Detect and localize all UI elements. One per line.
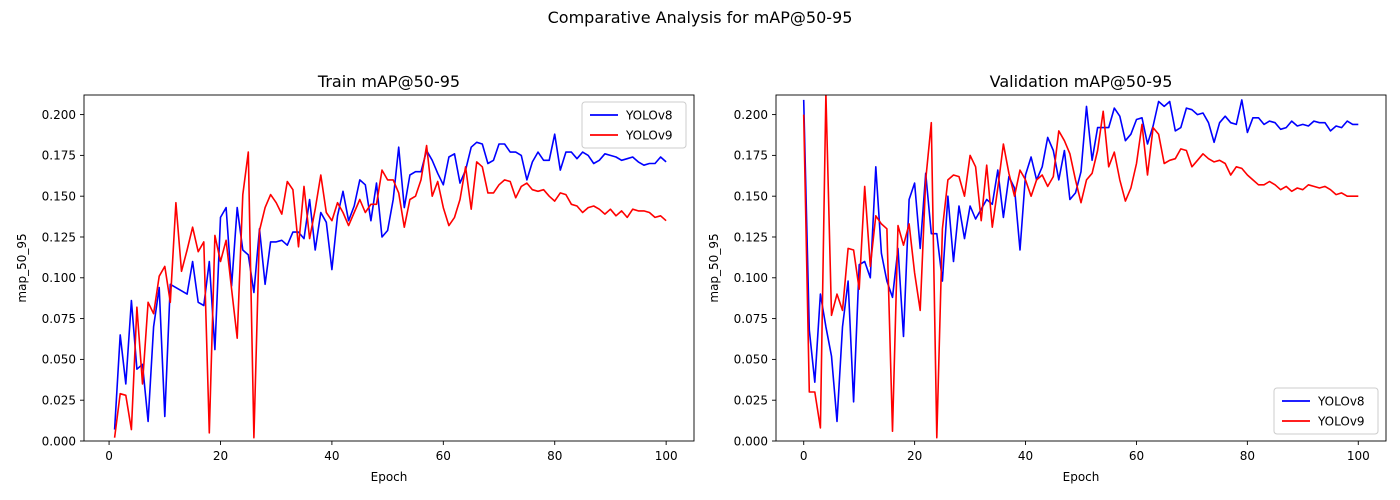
validation-y-tick-label: 0.000 <box>734 434 768 448</box>
validation-x-tick-label: 60 <box>1129 449 1144 463</box>
validation-x-tick-label: 100 <box>1347 449 1370 463</box>
train-y-tick-label: 0.025 <box>42 393 76 407</box>
train-y-tick-label: 0.100 <box>42 271 76 285</box>
train-x-tick-label: 100 <box>655 449 678 463</box>
validation-y-tick-label: 0.175 <box>734 149 768 163</box>
train-x-tick-label: 40 <box>324 449 339 463</box>
train-panel: Train mAP@50-95 0 20 40 60 80 100 0.000 0.025 0.0… <box>15 72 695 484</box>
train-y-tick-label: 0.150 <box>42 189 76 203</box>
validation-y-tick-label: 0.025 <box>734 393 768 407</box>
validation-x-axis-label: Epoch <box>1063 470 1100 484</box>
validation-y-axis-label: map_50_95 <box>707 233 721 302</box>
train-y-axis-label: map_50_95 <box>15 233 29 302</box>
train-x-tick-label: 80 <box>547 449 562 463</box>
train-y-tick-label: 0.200 <box>42 108 76 122</box>
train-y-tick-label: 0.175 <box>42 149 76 163</box>
validation-series-line-yolov8 <box>802 99 1359 423</box>
validation-y-tick-label: 0.075 <box>734 312 768 326</box>
validation-y-tick-label: 0.100 <box>734 271 768 285</box>
train-x-tick-label: 20 <box>213 449 228 463</box>
validation-panel: Validation mAP@50-95 0 20 40 60 80 100 0.000 0.0… <box>707 72 1387 484</box>
train-plot-frame <box>83 94 695 442</box>
train-x-tick-label: 0 <box>105 449 113 463</box>
train-y-tick-label: 0.125 <box>42 230 76 244</box>
train-legend-label: YOLOv9 <box>625 128 673 142</box>
train-series-line-yolov8 <box>113 133 667 430</box>
train-legend-label: YOLOv8 <box>625 108 673 122</box>
validation-chart-title: Validation mAP@50-95 <box>990 72 1173 91</box>
validation-x-tick-label: 20 <box>907 449 922 463</box>
validation-y-tick-label: 0.150 <box>734 189 768 203</box>
train-series-line-yolov9 <box>113 144 667 439</box>
train-legend <box>581 101 687 149</box>
validation-legend-label: YOLOv8 <box>1317 394 1365 408</box>
validation-series-line-yolov9 <box>802 95 1359 439</box>
validation-plot-frame <box>775 94 1387 442</box>
validation-legend <box>1273 387 1379 435</box>
validation-y-tick-label: 0.125 <box>734 230 768 244</box>
train-x-axis-label: Epoch <box>371 470 408 484</box>
validation-x-tick-label: 0 <box>800 449 808 463</box>
validation-y-tick-label: 0.200 <box>734 108 768 122</box>
train-x-tick-label: 60 <box>436 449 451 463</box>
validation-x-tick-label: 80 <box>1240 449 1255 463</box>
validation-y-tick-label: 0.050 <box>734 353 768 367</box>
validation-x-tick-label: 40 <box>1018 449 1033 463</box>
train-y-tick-label: 0.050 <box>42 353 76 367</box>
train-y-tick-label: 0.000 <box>42 434 76 448</box>
train-chart-title: Train mAP@50-95 <box>317 72 460 91</box>
figure-suptitle: Comparative Analysis for mAP@50-95 <box>547 8 853 27</box>
validation-legend-label: YOLOv9 <box>1317 414 1365 428</box>
train-y-tick-label: 0.075 <box>42 312 76 326</box>
